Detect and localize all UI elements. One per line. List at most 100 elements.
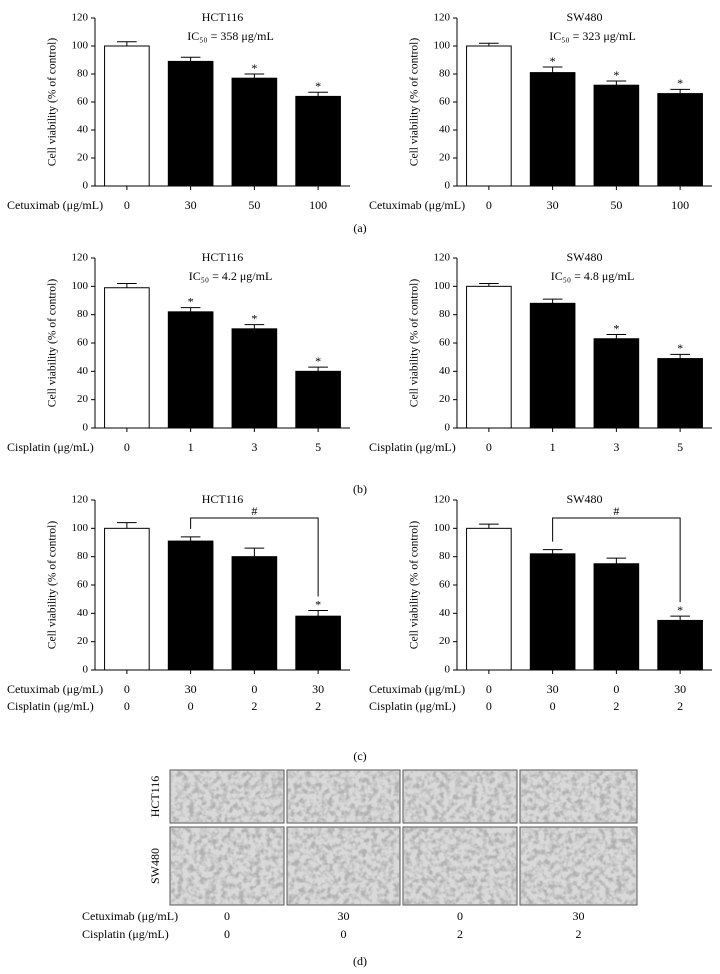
bar	[231, 77, 278, 187]
micrograph-texture	[403, 827, 517, 905]
y-tick-label: 120	[72, 494, 89, 506]
bar	[593, 338, 640, 429]
y-tick-label: 0	[83, 422, 89, 434]
y-tick-label: 60	[439, 96, 451, 108]
bar	[466, 285, 512, 429]
error-bar	[670, 353, 690, 359]
error-bar	[308, 91, 328, 97]
y-tick-label: 60	[439, 579, 451, 591]
chart-title: SW480	[567, 492, 603, 506]
x-tick-label: 0	[124, 699, 130, 713]
error-bar	[180, 56, 201, 62]
x-tick-label: 100	[309, 198, 327, 212]
y-tick-label: 100	[72, 522, 89, 534]
error-bar	[308, 366, 328, 372]
significance-marker: *	[251, 311, 257, 325]
y-axis-label: Cell viability (% of control)	[47, 521, 59, 650]
y-tick-label: 20	[77, 635, 89, 647]
y-tick-label: 60	[77, 579, 89, 591]
y-tick-label: 120	[434, 252, 451, 264]
x-tick-label: 0	[188, 699, 194, 713]
x-tick-label: 0	[124, 198, 130, 212]
y-tick-label: 20	[439, 393, 451, 405]
x-tick-label: 30	[185, 198, 197, 212]
condition-value: 30	[338, 909, 350, 923]
chart-title: HCT116	[202, 250, 244, 264]
ic50-annotation: IC₅₀ = 358 μg/mL	[187, 29, 274, 43]
significance-marker: *	[677, 341, 683, 355]
x-axis-label: Cisplatin (μg/mL)	[7, 699, 94, 713]
y-tick-label: 0	[83, 664, 89, 676]
bar	[529, 553, 576, 671]
y-axis-label: Cell viability (% of control)	[409, 38, 421, 167]
ic50-annotation: IC₅₀ = 323 μg/mL	[549, 29, 636, 43]
x-axis-label: Cetuximab (μg/mL)	[7, 682, 103, 696]
condition-label: Cisplatin (μg/mL)	[82, 927, 169, 941]
x-axis-label: Cisplatin (μg/mL)	[369, 699, 456, 713]
x-tick-label: 3	[251, 440, 257, 454]
y-tick-label: 0	[445, 664, 451, 676]
error-bar	[542, 549, 563, 554]
row-label: HCT116	[148, 776, 162, 818]
y-tick-label: 80	[439, 68, 451, 80]
condition-value: 0	[224, 909, 230, 923]
x-tick-label: 30	[185, 682, 197, 696]
error-bar	[479, 523, 499, 529]
y-tick-label: 40	[439, 365, 451, 377]
error-bar	[606, 80, 627, 86]
bar	[104, 45, 150, 187]
micrograph-texture	[287, 770, 400, 823]
x-tick-label: 30	[547, 198, 559, 212]
error-bar	[670, 88, 690, 94]
panel-label: (b)	[353, 482, 367, 496]
x-tick-label: 5	[677, 440, 683, 454]
bar	[167, 311, 214, 429]
chart-title: HCT116	[202, 10, 244, 24]
error-bar	[308, 610, 328, 617]
error-bar	[542, 298, 563, 304]
error-bar	[606, 334, 627, 339]
comparison-bracket	[552, 517, 681, 603]
bar	[466, 45, 512, 187]
bracket-label: #	[251, 504, 257, 518]
y-tick-label: 40	[439, 124, 451, 136]
significance-marker: *	[613, 321, 619, 335]
error-bar	[117, 522, 137, 529]
y-tick-label: 60	[77, 96, 89, 108]
panel-label: (c)	[353, 749, 366, 763]
error-bar	[244, 324, 265, 329]
x-axis-label: Cetuximab (μg/mL)	[369, 198, 465, 212]
condition-value: 2	[457, 927, 463, 941]
significance-marker: *	[315, 354, 321, 368]
x-tick-label: 50	[248, 198, 260, 212]
bar	[529, 72, 576, 187]
y-tick-label: 40	[439, 607, 451, 619]
chart-title: SW480	[567, 250, 603, 264]
x-tick-label: 3	[613, 440, 619, 454]
significance-marker: *	[550, 54, 556, 68]
x-tick-label: 0	[486, 682, 492, 696]
condition-value: 2	[576, 927, 582, 941]
bar	[295, 615, 341, 671]
y-tick-label: 60	[439, 337, 451, 349]
condition-value: 30	[573, 909, 585, 923]
micrograph-texture	[520, 770, 637, 823]
significance-marker: *	[315, 79, 321, 93]
y-tick-label: 80	[439, 308, 451, 320]
y-tick-label: 0	[83, 180, 89, 192]
bracket-label: #	[613, 504, 619, 518]
condition-value: 0	[224, 927, 230, 941]
significance-marker: *	[677, 76, 683, 90]
y-tick-label: 20	[439, 635, 451, 647]
y-tick-label: 120	[72, 252, 89, 264]
y-tick-label: 120	[434, 494, 451, 506]
x-axis-label: Cisplatin (μg/mL)	[369, 440, 456, 454]
y-tick-label: 60	[77, 337, 89, 349]
x-tick-label: 30	[547, 682, 559, 696]
x-axis-label: Cetuximab (μg/mL)	[369, 682, 465, 696]
x-tick-label: 0	[613, 682, 619, 696]
y-axis-label: Cell viability (% of control)	[409, 279, 421, 408]
y-axis-label: Cell viability (% of control)	[47, 38, 59, 167]
panel-label: (d)	[353, 954, 367, 968]
bar	[167, 60, 214, 187]
